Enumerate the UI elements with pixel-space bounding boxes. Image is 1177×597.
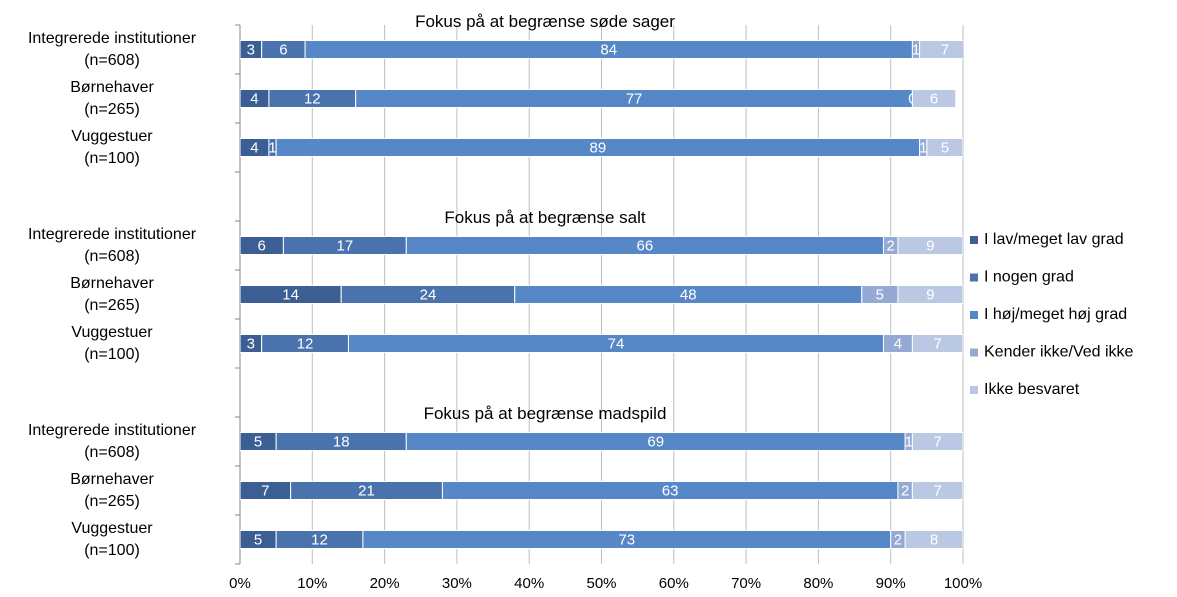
data-label: 69 [647,433,664,450]
y-tick-label: Integrerede institutioner (n=608) [27,225,197,265]
y-tick-label: Integrerede institutioner (n=608) [27,29,197,69]
y-tick-label: Integrerede institutioner (n=608) [27,421,197,461]
data-label: 4 [250,139,258,156]
legend-label: I nogen grad [984,269,1074,286]
x-tick-label: 80% [803,575,833,592]
legend-label: Ikke besvaret [984,381,1080,398]
data-label: 14 [282,286,299,303]
data-label: 89 [590,139,607,156]
y-tick-label: Vuggestuer (n=100) [71,127,153,167]
bar-segment [911,89,957,108]
data-label: 63 [662,482,679,499]
data-label: 77 [626,90,643,107]
data-label: 5 [254,433,262,450]
group-title: Fokus på at begrænse salt [444,208,646,227]
x-tick-label: 100% [944,575,982,592]
data-label: 5 [941,139,949,156]
bar-segment [911,432,963,451]
bar-segment [897,236,963,255]
y-tick-label: Børnehaver (n=265) [70,274,154,314]
x-tick-label: 30% [442,575,472,592]
data-label: 1 [905,433,913,450]
bar-segment [919,40,963,59]
data-label: 9 [926,237,934,254]
data-label: 6 [930,90,938,107]
bar-segment [897,285,963,304]
data-label: 12 [304,90,321,107]
data-label: 74 [608,335,625,352]
data-label: 4 [894,335,902,352]
data-label: 9 [926,286,934,303]
data-label: 1 [268,139,276,156]
data-label: 7 [261,482,269,499]
x-tick-label: 40% [514,575,544,592]
legend-label: I lav/meget lav grad [984,231,1124,248]
data-label: 66 [637,237,654,254]
legend-swatch [970,236,978,244]
group-title: Fokus på at begrænse søde sager [415,12,675,31]
y-tick-label: Børnehaver (n=265) [70,78,154,118]
x-tick-label: 70% [731,575,761,592]
data-label: 5 [876,286,884,303]
data-label: 12 [311,531,328,548]
bars: 3684174127706418915617662914244859312744… [240,40,963,549]
y-tick-label: Børnehaver (n=265) [70,470,154,510]
x-tick-label: 50% [586,575,616,592]
y-tick-label: Vuggestuer (n=100) [71,323,153,363]
data-label: 8 [930,531,938,548]
data-label: 2 [887,237,895,254]
data-label: 48 [680,286,697,303]
bar-segment [926,138,963,157]
y-tick-label: Vuggestuer (n=100) [71,519,153,559]
data-label: 1 [919,139,927,156]
x-tick-label: 20% [370,575,400,592]
legend-swatch [970,273,978,282]
data-label: 6 [258,237,266,254]
data-label: 73 [618,531,635,548]
bar-segment [904,530,963,549]
data-label: 3 [247,335,255,352]
data-label: 3 [247,41,255,58]
data-label: 2 [901,482,909,499]
data-label: 4 [250,90,258,107]
legend-label: I høj/meget høj grad [984,306,1127,323]
data-label: 21 [358,482,375,499]
x-tick-label: 0% [229,575,251,592]
data-label: 12 [297,335,314,352]
x-tick-label: 60% [659,575,689,592]
legend-swatch [970,311,978,319]
data-label: 84 [600,41,617,58]
x-tick-label: 10% [297,575,327,592]
legend-swatch [970,348,978,357]
legend-label: Kender ikke/Ved ikke [984,344,1134,361]
data-label: 2 [894,531,902,548]
data-label: 5 [254,531,262,548]
data-label: 1 [912,41,920,58]
data-label: 24 [420,286,437,303]
data-label: 7 [934,482,942,499]
x-tick-label: 90% [876,575,906,592]
data-label: 7 [934,433,942,450]
bar-segment [911,481,963,500]
data-label: 7 [934,335,942,352]
bar-segment [911,334,963,353]
data-label: 7 [941,41,949,58]
data-label: 18 [333,433,350,450]
data-label: 17 [336,237,353,254]
group-title: Fokus på at begrænse madspild [424,404,667,423]
legend-swatch [970,386,978,394]
data-label: 6 [279,41,287,58]
